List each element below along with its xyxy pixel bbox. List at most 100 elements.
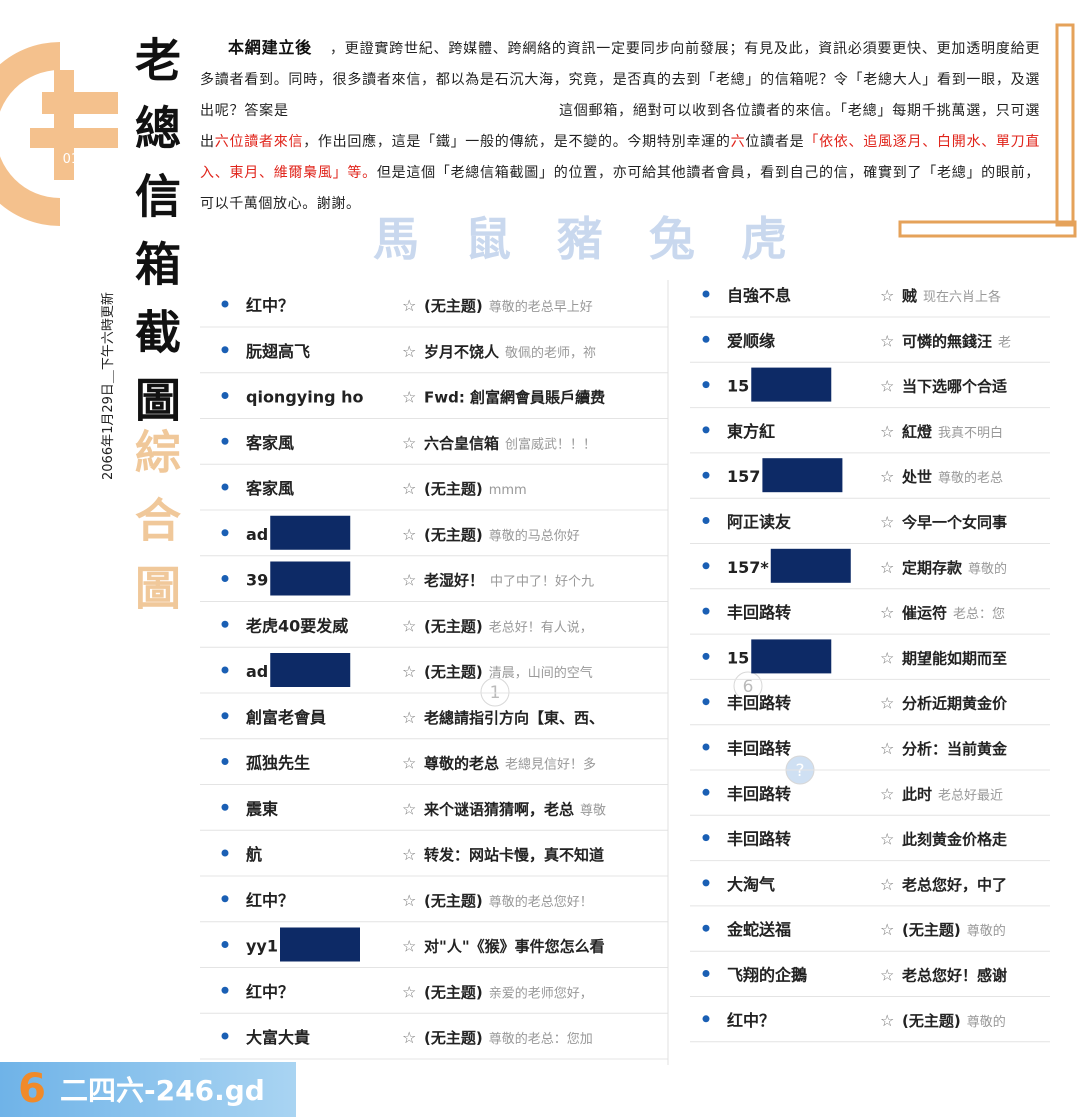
redaction bbox=[762, 458, 843, 493]
subject: 贼 bbox=[901, 287, 917, 305]
sender: ad bbox=[246, 525, 268, 544]
preview: 现在六肖上各 bbox=[923, 289, 1001, 305]
sender: ad bbox=[246, 662, 268, 681]
preview: mmm bbox=[489, 483, 527, 498]
bullet bbox=[702, 562, 710, 570]
subject: Fwd: 創富網會員賬戶續费 bbox=[424, 389, 605, 407]
subject-line: (无主题) 老总好！有人说， bbox=[424, 617, 593, 635]
subject: 老总您好！感谢 bbox=[901, 967, 1007, 985]
preview: 老总好！有人说， bbox=[489, 620, 593, 635]
star: ☆ bbox=[880, 830, 894, 849]
sender: yy1 bbox=[246, 937, 278, 956]
logo-bar bbox=[54, 70, 74, 180]
preview: 我真不明白 bbox=[938, 425, 1003, 441]
watermark-circle bbox=[480, 677, 510, 707]
preview: 老总好最近 bbox=[938, 788, 1003, 803]
subject-line: (无主题) mmm bbox=[424, 480, 527, 498]
star: ☆ bbox=[880, 286, 894, 305]
bullet bbox=[702, 607, 710, 615]
star: ☆ bbox=[880, 513, 894, 532]
subject-line: 岁月不饶人 敬佩的老师，祢 bbox=[424, 343, 596, 361]
subject-line: 老总您好，中了 bbox=[901, 876, 1007, 894]
bullet bbox=[221, 758, 229, 765]
star: ☆ bbox=[880, 875, 894, 894]
bullet bbox=[221, 712, 229, 720]
subject: (无主题) bbox=[424, 663, 483, 681]
preview: 敬佩的老师，祢 bbox=[505, 345, 596, 361]
preview: 中了中了！好个九 bbox=[490, 575, 594, 590]
bullet bbox=[702, 1015, 710, 1023]
subject-line: 可憐的無錢汪老 bbox=[902, 332, 1011, 350]
sender: 丰回路转 bbox=[727, 830, 791, 849]
subject-line: (无主题) 亲爱的老师您好， bbox=[424, 983, 593, 1001]
redaction bbox=[270, 515, 351, 550]
intro-text: ，更證實跨世紀、跨媒體、跨網絡的資訊一定要同步向前發展；有見及此，資訊必須要更快… bbox=[200, 41, 1040, 119]
star: ☆ bbox=[880, 1011, 894, 1030]
subject: 今早一个女同事 bbox=[901, 514, 1007, 532]
star: ☆ bbox=[880, 467, 894, 486]
bullet bbox=[221, 437, 229, 445]
frame-side bbox=[1055, 23, 1075, 227]
subject: (无主题) bbox=[424, 480, 483, 498]
bullet bbox=[221, 575, 229, 582]
preview: 清晨，山间的空气 bbox=[489, 665, 593, 681]
subject-line: 对"人"《猴》事件您怎么看 bbox=[424, 938, 605, 956]
subject: (无主题) bbox=[424, 526, 483, 544]
subject-line: (无主题) 尊敬的老总：您加 bbox=[424, 1029, 593, 1047]
bullet bbox=[702, 290, 710, 298]
star: ☆ bbox=[402, 754, 416, 773]
subject-line: (无主题) 尊敬的 bbox=[902, 1012, 1006, 1030]
star: ☆ bbox=[880, 648, 894, 667]
bullet bbox=[221, 620, 229, 628]
intro-text: 六位讀者來信 bbox=[214, 134, 304, 150]
subject-line: 老总您好！感谢 bbox=[901, 967, 1007, 985]
bullet bbox=[702, 970, 710, 977]
intro-text: 但是這個「老總信箱截圖」的位置，亦可給其他讀者會員，看到自己的信，確實到了「老總… bbox=[200, 165, 1040, 212]
redaction bbox=[280, 927, 360, 962]
bullet bbox=[702, 335, 710, 343]
sender: 15 bbox=[727, 648, 749, 667]
subject-line: 来个谜语猜猜啊，老总 尊敬 bbox=[423, 800, 606, 818]
bullet bbox=[221, 346, 229, 354]
subject: 对"人"《猴》事件您怎么看 bbox=[424, 938, 605, 956]
star: ☆ bbox=[402, 388, 416, 407]
subject: 此刻黄金价格走 bbox=[902, 831, 1007, 849]
sender: 金蛇送福 bbox=[726, 920, 791, 939]
preview: 尊敬 bbox=[580, 802, 606, 818]
sender: 震東 bbox=[245, 799, 278, 818]
intro-paragraph: 本網建立後 ，更證實跨世紀、跨媒體、跨網絡的資訊一定要同步向前發展；有見及此，資訊… bbox=[200, 32, 1040, 220]
subject-line: 尊敬的老总 老總見信好！多 bbox=[424, 755, 596, 773]
star: ☆ bbox=[880, 966, 894, 985]
sender: 大淘气 bbox=[727, 875, 775, 894]
preview: 老總見信好！多 bbox=[505, 757, 596, 773]
sender: 航 bbox=[246, 845, 262, 864]
star: ☆ bbox=[880, 422, 894, 441]
subject-line: 转发：网站卡慢，真不知道 bbox=[424, 846, 604, 864]
bullet bbox=[702, 517, 710, 524]
redaction bbox=[751, 639, 832, 674]
subject-line: Fwd: 創富網會員賬戶續费 bbox=[424, 389, 605, 407]
subject-line: 处世 尊敬的老总 bbox=[901, 468, 1003, 486]
logo-bar bbox=[42, 92, 118, 114]
subject: 处世 bbox=[901, 468, 932, 486]
watermark-mark: ? bbox=[795, 761, 804, 781]
subject: (无主题) bbox=[424, 297, 483, 315]
mail-list: 自強不息 ☆ 贼现在六肖上各爱顺缘 ☆ 可憐的無錢汪 老 15 ☆ 当下选哪个合适東方紅 ☆ 紅燈我… bbox=[690, 286, 1050, 1043]
subject: 分析近期黄金价 bbox=[902, 695, 1008, 713]
subject-line: 定期存款 尊敬的 bbox=[902, 559, 1007, 577]
subject: 催运符 bbox=[902, 604, 947, 622]
star: ☆ bbox=[880, 784, 894, 803]
star: ☆ bbox=[880, 694, 894, 713]
preview: 老 bbox=[998, 335, 1011, 350]
sender: 丰回路转 bbox=[727, 603, 791, 622]
sender: 15 bbox=[727, 377, 749, 396]
redaction bbox=[770, 548, 851, 583]
bullet bbox=[702, 381, 710, 389]
subject-line: 老湿好！ 中了中了！好个九 bbox=[423, 572, 594, 590]
subject-line: 当下选哪个合适 bbox=[902, 378, 1007, 396]
subject: 老總請指引方向【東、西、 bbox=[423, 709, 604, 727]
star: ☆ bbox=[402, 433, 416, 452]
